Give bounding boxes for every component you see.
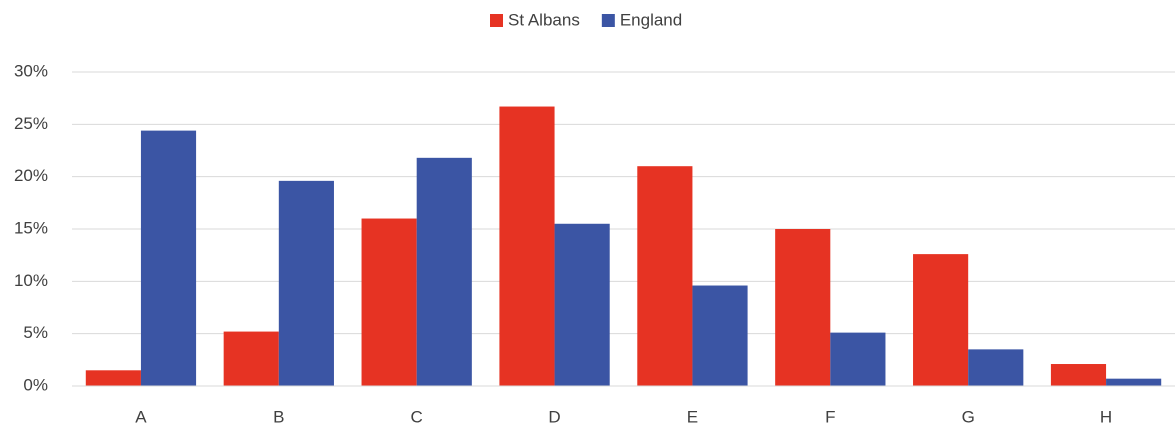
- x-tick-label: A: [135, 407, 147, 426]
- bar: [499, 106, 555, 386]
- x-tick-label: C: [411, 407, 423, 426]
- x-tick-label: E: [687, 407, 698, 426]
- bar: [637, 166, 693, 386]
- y-tick-label: 25%: [14, 114, 48, 133]
- y-tick-label: 15%: [14, 218, 48, 237]
- y-tick-label: 30%: [14, 61, 48, 80]
- x-tick-label: B: [273, 407, 284, 426]
- bar: [278, 180, 334, 386]
- bar: [85, 370, 141, 386]
- bar: [554, 223, 610, 386]
- bar: [361, 218, 417, 386]
- x-tick-label: G: [962, 407, 975, 426]
- y-tick-label: 5%: [23, 323, 48, 342]
- bar: [1106, 378, 1162, 386]
- bar: [140, 130, 197, 386]
- bar: [416, 157, 472, 386]
- bar: [775, 229, 831, 386]
- x-tick-label: D: [548, 407, 560, 426]
- bar: [968, 349, 1024, 386]
- legend-swatch: [490, 14, 503, 27]
- legend-label: England: [620, 10, 682, 29]
- y-tick-label: 0%: [23, 375, 48, 394]
- bar: [1050, 364, 1107, 386]
- bar: [692, 285, 748, 386]
- x-tick-label: F: [825, 407, 835, 426]
- legend-swatch: [601, 14, 615, 27]
- x-tick-label: H: [1100, 407, 1112, 426]
- bar: [223, 331, 279, 386]
- y-tick-label: 20%: [14, 166, 48, 185]
- legend-label: St Albans: [508, 10, 580, 29]
- bar: [830, 332, 886, 386]
- bar: [913, 254, 969, 386]
- y-tick-label: 10%: [14, 271, 48, 290]
